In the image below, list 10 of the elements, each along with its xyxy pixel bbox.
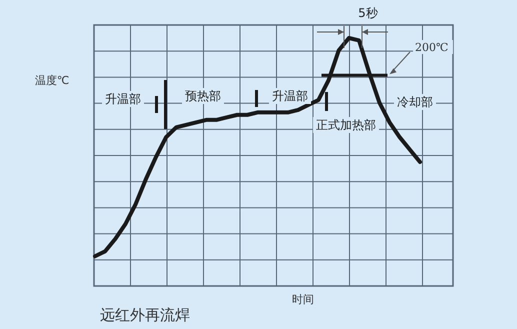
annotation: 预热部 bbox=[185, 89, 221, 103]
annotation: 冷却部 bbox=[397, 95, 433, 109]
annotation: 升温部 bbox=[272, 89, 308, 103]
text: 5秒 bbox=[358, 6, 378, 20]
annotation: 升温部 bbox=[105, 92, 141, 106]
annotation: 正式加热部 bbox=[316, 118, 376, 132]
text: 远红外再流焊 bbox=[100, 306, 190, 324]
y-axis-title: 温度℃ bbox=[34, 74, 70, 87]
ref-line-label: 200℃ bbox=[415, 41, 448, 54]
x-axis-title: 时间 bbox=[292, 293, 314, 306]
